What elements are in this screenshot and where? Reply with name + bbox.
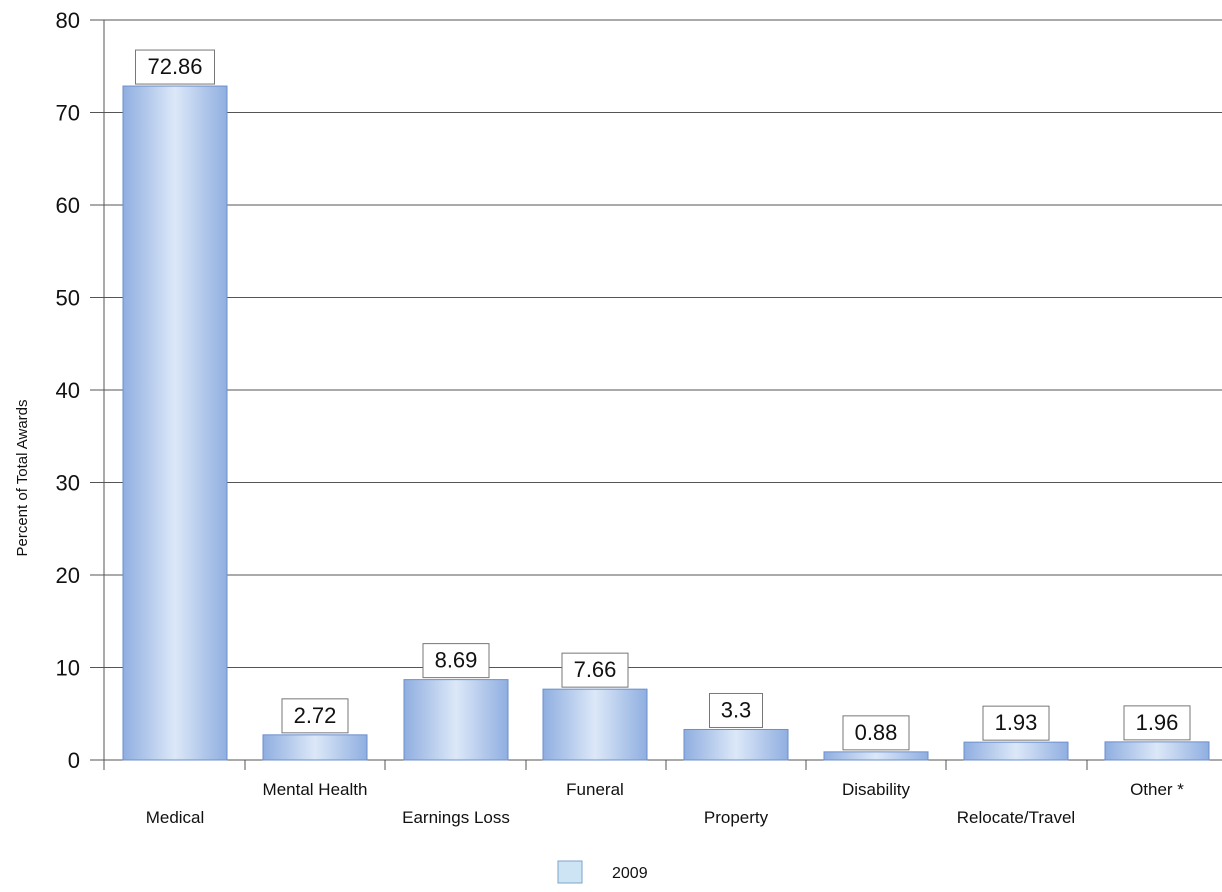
category-label: Disability: [842, 780, 911, 799]
data-label: 8.69: [435, 648, 478, 673]
bar-funeral: [542, 688, 648, 761]
y-tick-label: 80: [56, 8, 80, 33]
y-axis-title: Percent of Total Awards: [14, 399, 31, 556]
legend-label: 2009: [612, 865, 648, 882]
data-labels: 72.86 2.72 8.69 7.66 3.3 0.88 1.93 1.96: [135, 49, 1191, 751]
data-label-box: [982, 705, 1050, 741]
category-label: Property: [704, 808, 769, 827]
y-tick-label: 10: [56, 656, 80, 681]
bar-earnings-loss: [403, 679, 509, 761]
y-tick-label: 0: [68, 748, 80, 773]
y-tick-label: 30: [56, 471, 80, 496]
data-label: 0.88: [855, 720, 898, 745]
data-label-box: [281, 698, 349, 734]
bar-other: [1104, 741, 1210, 761]
bars: [122, 85, 1210, 761]
data-label: 2.72: [294, 703, 337, 728]
data-label: 72.86: [147, 54, 202, 79]
bar-relocate-travel: [963, 741, 1069, 761]
category-label: Earnings Loss: [402, 808, 510, 827]
data-label: 3.3: [721, 697, 752, 722]
data-label-box: [842, 715, 910, 751]
y-tick-label: 70: [56, 101, 80, 126]
category-label: Mental Health: [263, 780, 368, 799]
bar-mental-health: [262, 734, 368, 761]
gridlines: [104, 19, 1222, 668]
category-label: Other *: [1130, 780, 1184, 799]
data-label-box: [561, 652, 629, 688]
bar-disability: [823, 751, 929, 761]
y-tick-label: 20: [56, 563, 80, 588]
data-label: 1.93: [995, 710, 1038, 735]
category-labels: Medical Mental Health Earnings Loss Funeral…: [146, 780, 1185, 827]
y-tick-label: 40: [56, 378, 80, 403]
legend-swatch: [557, 860, 583, 884]
axes: 0 10 20 30 40 50 60 70 80: [56, 8, 1222, 773]
data-label-box: [135, 49, 215, 85]
y-tick-label: 50: [56, 286, 80, 311]
bar-medical: [122, 85, 228, 761]
data-label-box: [709, 692, 763, 728]
data-label: 1.96: [1136, 710, 1179, 735]
legend: 2009: [557, 860, 648, 884]
category-label: Funeral: [566, 780, 624, 799]
data-label-box: [1123, 705, 1191, 741]
data-label-box: [422, 643, 490, 679]
category-label: Medical: [146, 808, 205, 827]
bar-property: [683, 728, 789, 761]
category-label: Relocate/Travel: [957, 808, 1075, 827]
y-tick-label: 60: [56, 193, 80, 218]
data-label: 7.66: [574, 657, 617, 682]
